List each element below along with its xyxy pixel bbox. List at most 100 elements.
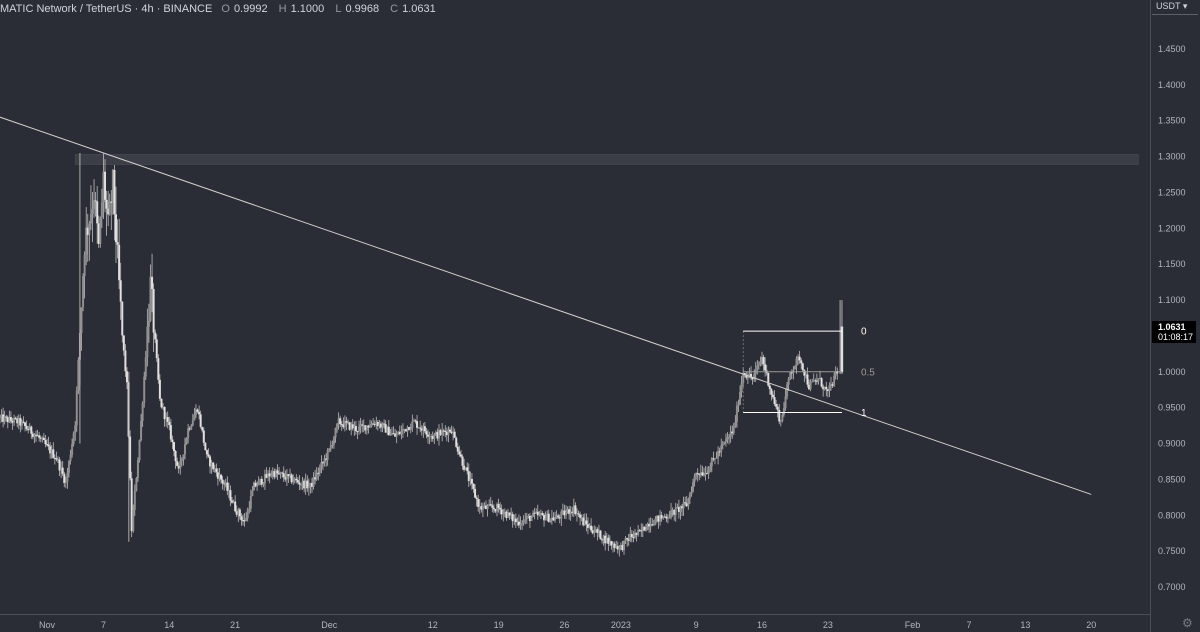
- candle: [246, 507, 249, 522]
- settings-gear-icon[interactable]: ⚙: [1182, 616, 1193, 630]
- candle: [423, 421, 426, 434]
- y-tick-label: 0.8000: [1158, 510, 1186, 520]
- resistance-zone[interactable]: [74, 154, 1139, 165]
- symbol-title[interactable]: MATIC Network / TetherUS · 4h · BINANCE: [0, 3, 213, 15]
- candle: [726, 432, 729, 444]
- candle: [180, 457, 183, 467]
- candle: [133, 484, 136, 516]
- candle: [728, 434, 731, 445]
- candle: [633, 529, 636, 539]
- candle: [546, 510, 549, 522]
- candle: [173, 441, 176, 457]
- candle: [381, 422, 384, 433]
- candle: [321, 460, 324, 471]
- candle: [140, 413, 143, 442]
- candle: [458, 445, 461, 457]
- candle: [362, 419, 365, 433]
- candle: [666, 514, 669, 524]
- candle: [808, 379, 811, 391]
- candle: [108, 193, 111, 216]
- candle: [466, 462, 469, 475]
- last-candle: [840, 300, 844, 375]
- candle: [778, 403, 781, 425]
- candle: [420, 425, 423, 436]
- candle: [461, 454, 464, 470]
- candle: [568, 505, 571, 520]
- candle: [118, 218, 121, 290]
- candle: [688, 491, 691, 504]
- fib-level-label: 1: [861, 408, 867, 419]
- candle: [41, 436, 44, 443]
- candle: [828, 382, 831, 397]
- candle: [292, 474, 295, 486]
- candle: [141, 401, 144, 427]
- candle: [270, 470, 273, 478]
- candle: [63, 471, 66, 488]
- candle: [39, 435, 42, 443]
- trendline-layer[interactable]: [0, 116, 1092, 495]
- candle: [328, 448, 331, 453]
- candle: [612, 541, 615, 553]
- trendline[interactable]: [0, 116, 1092, 495]
- fib-retracement-layer[interactable]: 00.51: [742, 327, 875, 419]
- candle: [654, 516, 657, 526]
- candle: [392, 426, 395, 435]
- candle: [227, 482, 230, 499]
- candle: [771, 391, 774, 400]
- candle: [94, 192, 97, 217]
- candle: [36, 429, 39, 437]
- currency-selector[interactable]: USDT ▾: [1152, 1, 1198, 15]
- candle: [615, 540, 618, 549]
- time-axis[interactable]: Nov 7 14 21 Dec 12 19 26 2023 9 16 23 Feb 7 13 20: [39, 620, 1096, 630]
- candle: [317, 467, 320, 481]
- x-tick-label: 21: [230, 620, 240, 630]
- candle: [400, 425, 403, 440]
- candle: [674, 502, 677, 522]
- candle: [565, 505, 568, 520]
- y-tick-label: 1.3000: [1158, 152, 1186, 162]
- candle: [212, 461, 215, 472]
- candle: [804, 371, 807, 379]
- candle: [470, 473, 473, 490]
- candle: [412, 418, 415, 422]
- candle: [22, 416, 25, 424]
- candle: [812, 373, 815, 382]
- y-tick-label: 0.9500: [1158, 403, 1186, 413]
- candle: [394, 428, 397, 437]
- candle: [604, 530, 607, 551]
- candle: [372, 418, 375, 425]
- candle: [130, 471, 133, 538]
- candle: [100, 188, 103, 228]
- candle: [478, 499, 481, 514]
- candle: [187, 424, 190, 444]
- candle: [351, 419, 354, 431]
- candle: [704, 466, 707, 481]
- candle: [790, 369, 793, 380]
- candle: [9, 411, 12, 424]
- candle: [11, 417, 14, 430]
- candle: [155, 334, 158, 362]
- candle: [459, 449, 462, 458]
- candle: [3, 410, 6, 425]
- candle: [229, 485, 232, 507]
- candle: [558, 514, 561, 524]
- candle: [566, 506, 569, 514]
- candle: [285, 468, 288, 487]
- candle: [111, 169, 114, 215]
- candle: [809, 379, 812, 392]
- candle: [241, 514, 244, 526]
- x-tick-label: 9: [694, 620, 699, 630]
- candle: [298, 475, 301, 491]
- candle: [188, 426, 191, 432]
- candle: [767, 372, 770, 388]
- candle: [202, 427, 205, 447]
- candle: [488, 499, 491, 507]
- candle: [759, 356, 762, 367]
- candle: [310, 477, 313, 493]
- candle: [696, 468, 699, 482]
- candle: [104, 159, 107, 213]
- candle: [511, 511, 514, 528]
- candle: [254, 479, 257, 488]
- candle: [731, 425, 734, 440]
